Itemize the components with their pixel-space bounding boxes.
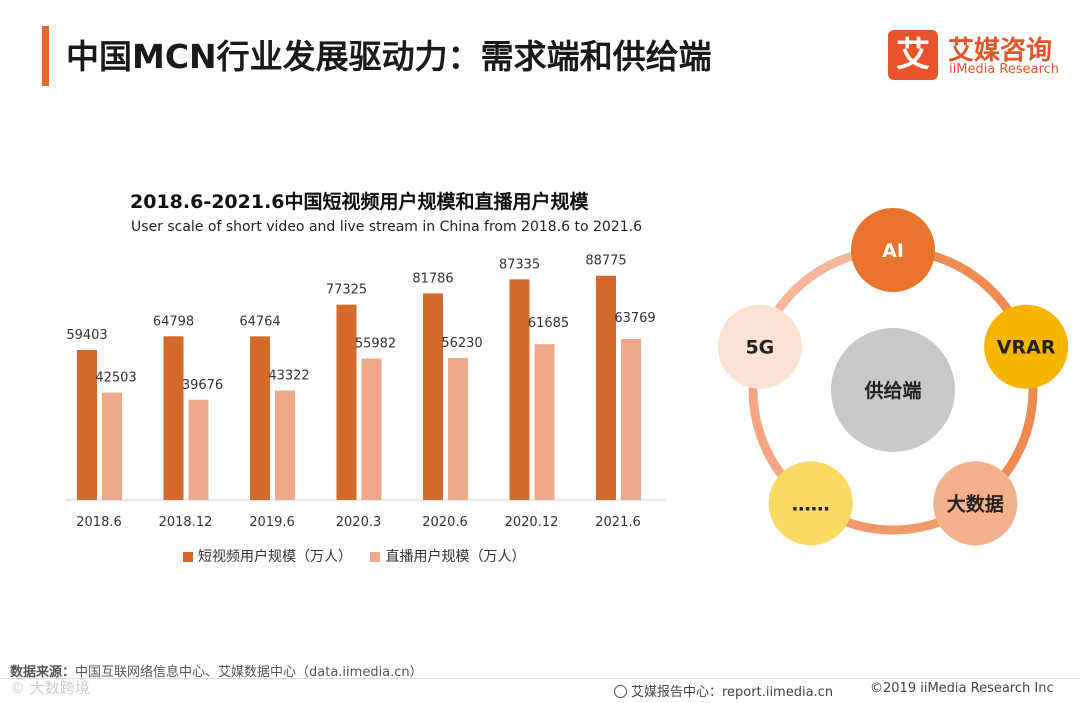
legend-item-live-stream: 直播用户规模（万人）	[370, 546, 525, 566]
bar-short-video-2019.6	[250, 336, 270, 500]
data-label-live-stream-2018.6: 42503	[95, 371, 136, 386]
footer-divider	[0, 678, 1080, 679]
chart-title: 2018.6-2021.6中国短视频用户规模和直播用户规模	[130, 191, 589, 213]
data-label-short-video-2020.3: 77325	[326, 283, 367, 298]
x-tick-label-2018.6: 2018.6	[76, 515, 122, 530]
watermark: © 大数跨境	[10, 679, 90, 697]
node-circle-1	[984, 304, 1069, 389]
source-text: 中国互联网络信息中心、艾媒数据中心（data.iimedia.cn）	[75, 665, 423, 680]
footer-report-text: 艾媒报告中心：report.iimedia.cn	[631, 685, 834, 700]
node-circle-3	[768, 461, 853, 546]
data-label-live-stream-2021.6: 63769	[614, 311, 655, 326]
node-label-1: VRAR	[997, 337, 1056, 359]
data-label-short-video-2020.6: 81786	[412, 271, 453, 286]
bar-live-stream-2018.12	[188, 399, 209, 500]
node-circle-4	[717, 304, 802, 389]
cycle-arc	[1001, 387, 1038, 477]
logo: 艾 艾媒咨询 iiMedia Research	[888, 28, 1068, 84]
page-title: 中国MCN行业发展驱动力：需求端和供给端	[66, 37, 712, 76]
logo-mark: 艾	[888, 30, 938, 80]
node-label-3: ……	[792, 493, 830, 515]
data-label-live-stream-2019.6: 43322	[268, 369, 309, 384]
legend-swatch-live-stream	[370, 552, 381, 562]
cycle-arc	[774, 251, 854, 313]
legend-swatch-short-video	[183, 552, 193, 562]
data-label-short-video-2018.12: 64798	[153, 314, 194, 329]
center-label: 供给端	[863, 379, 921, 402]
x-tick-label-2021.6: 2021.6	[595, 515, 641, 530]
logo-text-en: iiMedia Research	[949, 62, 1060, 77]
legend-label-short-video: 短视频用户规模（万人）	[198, 549, 352, 565]
chart-subtitle: User scale of short video and live strea…	[131, 219, 642, 235]
data-label-short-video-2018.6: 59403	[66, 328, 107, 343]
cycle-arc	[845, 518, 941, 535]
cycle-arc	[932, 251, 1012, 313]
bar-live-stream-2018.6	[102, 392, 122, 500]
x-tick-label-2020.12: 2020.12	[505, 515, 559, 530]
source-label: 数据来源：	[10, 665, 76, 680]
data-label-short-video-2019.6: 64764	[239, 314, 280, 329]
globe-icon	[614, 685, 627, 698]
x-tick-label-2020.6: 2020.6	[422, 515, 468, 530]
data-label-live-stream-2020.6: 56230	[441, 336, 482, 351]
node-label-4: 5G	[745, 337, 774, 359]
x-tick-label-2020.3: 2020.3	[336, 515, 382, 530]
bar-short-video-2020.3	[336, 304, 357, 500]
bar-live-stream-2020.6	[448, 357, 468, 500]
chart-legend: 短视频用户规模（万人） 直播用户规模（万人）	[183, 546, 539, 566]
legend-label-live-stream: 直播用户规模（万人）	[385, 549, 526, 565]
footer-report: 艾媒报告中心：report.iimedia.cn	[614, 681, 833, 700]
data-label-short-video-2021.6: 88775	[585, 254, 626, 269]
title-accent-bar	[42, 26, 49, 86]
center-circle	[831, 328, 955, 452]
x-tick-label-2019.6: 2019.6	[249, 515, 295, 530]
bar-short-video-2020.12	[509, 279, 530, 500]
bar-short-video-2020.6	[423, 293, 443, 500]
bar-live-stream-2021.6	[621, 338, 641, 500]
bar-short-video-2018.6	[77, 349, 97, 500]
node-circle-0	[851, 208, 935, 292]
footer-copyright: ©2019 iiMedia Research Inc	[870, 681, 1054, 696]
node-label-0: AI	[882, 240, 904, 262]
cycle-arc	[748, 387, 785, 477]
bar-chart: 59403 42503 2018.6 64798 39676 2018.12 64764 43…	[65, 254, 665, 530]
node-label-2: 大数据	[947, 492, 1004, 515]
node-circle-2	[933, 461, 1018, 546]
bar-short-video-2021.6	[596, 275, 616, 500]
x-tick-label-2018.12: 2018.12	[159, 515, 213, 530]
bar-live-stream-2020.12	[534, 344, 555, 500]
legend-item-short-video: 短视频用户规模（万人）	[183, 546, 352, 566]
data-label-live-stream-2020.12: 61685	[528, 316, 569, 331]
data-source: 数据来源：中国互联网络信息中心、艾媒数据中心（data.iimedia.cn）	[10, 661, 423, 680]
data-label-live-stream-2020.3: 55982	[355, 337, 396, 352]
bar-live-stream-2020.3	[361, 358, 382, 500]
bar-short-video-2018.12	[163, 336, 184, 500]
data-label-short-video-2020.12: 87335	[499, 257, 540, 272]
bar-live-stream-2019.6	[275, 390, 295, 500]
logo-text-cn: 艾媒咨询	[948, 36, 1053, 66]
supply-side-diagram: 供给端 AI VRAR 大数据 …… 5G	[717, 208, 1069, 546]
data-label-live-stream-2018.12: 39676	[182, 378, 223, 393]
